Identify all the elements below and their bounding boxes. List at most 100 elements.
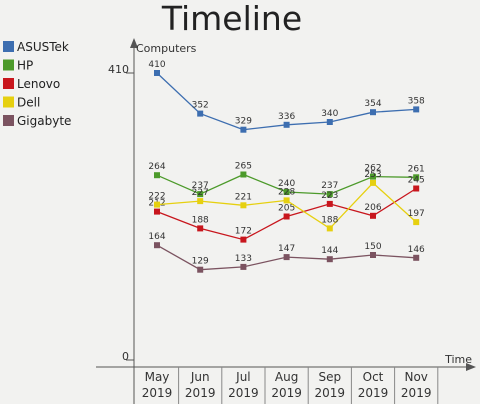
x-tick-label-year: 2019 [185, 386, 216, 400]
data-label-dell: 197 [408, 209, 425, 219]
x-tick-label-month: May [145, 370, 170, 384]
y-tick-label: 410 [108, 63, 129, 76]
data-point-gigabyte [197, 266, 204, 273]
data-point-gigabyte [283, 254, 290, 261]
y-ticks: 0 410 [108, 63, 134, 363]
data-label-hp: 240 [278, 179, 295, 189]
data-label-gigabyte: 150 [364, 242, 381, 252]
data-point-dell [154, 201, 160, 208]
data-point-lenovo [370, 212, 376, 219]
data-label-dell: 227 [192, 188, 209, 198]
y-axis-arrow [130, 38, 138, 48]
x-axis-label: Time [444, 353, 472, 366]
data-point-asustek [240, 126, 247, 133]
data-point-dell [240, 202, 247, 209]
data-label-lenovo: 188 [192, 215, 209, 225]
data-label-asustek: 358 [408, 96, 425, 106]
data-label-dell: 228 [278, 187, 295, 197]
legend-label-lenovo: Lenovo [17, 77, 60, 91]
data-point-dell [413, 219, 420, 226]
x-tick-label-year: 2019 [271, 386, 302, 400]
data-label-asustek: 329 [235, 117, 252, 127]
data-label-lenovo: 172 [235, 227, 252, 237]
data-point-hp [197, 191, 204, 198]
data-label-hp: 264 [148, 162, 165, 172]
data-point-lenovo [283, 213, 290, 220]
data-label-gigabyte: 164 [148, 232, 165, 242]
data-point-dell [283, 197, 290, 204]
data-point-asustek [326, 119, 333, 125]
data-label-dell: 221 [235, 192, 252, 202]
x-tick-label-year: 2019 [228, 386, 259, 400]
data-point-dell [197, 198, 204, 205]
data-point-gigabyte [326, 256, 333, 263]
x-tick-label-month: Aug [275, 370, 298, 384]
legend-swatch-dell [3, 96, 14, 108]
data-label-dell: 222 [148, 192, 165, 202]
data-point-gigabyte [240, 263, 247, 270]
data-label-lenovo: 206 [364, 203, 381, 213]
data-point-lenovo [326, 200, 333, 207]
data-point-asustek [283, 121, 290, 128]
legend-label-asustek: ASUSTek [17, 40, 69, 54]
data-label-hp: 261 [408, 164, 425, 174]
x-categories: May 2019 Jun 2019 Jul 2019 Aug 2019 Sep 2019 Oct 20… [142, 367, 439, 404]
data-label-hp: 262 [364, 164, 381, 174]
data-point-lenovo [240, 236, 247, 243]
data-label-gigabyte: 146 [408, 245, 425, 255]
legend-label-hp: HP [17, 59, 33, 73]
data-label-dell: 188 [321, 215, 338, 225]
x-tick-label-year: 2019 [315, 386, 346, 400]
legend: ASUSTek HP Lenovo Dell Gigabyte [3, 40, 71, 128]
data-point-hp [326, 191, 333, 198]
y-axis-label: Computers [136, 42, 197, 55]
chart-title: Timeline [161, 0, 302, 38]
y-tick-label: 0 [122, 350, 129, 363]
data-label-hp: 237 [192, 181, 209, 191]
data-label-hp: 237 [321, 181, 338, 191]
data-point-lenovo [413, 185, 420, 192]
legend-swatch-hp [3, 59, 14, 71]
data-label-lenovo: 223 [321, 191, 338, 201]
data-point-hp [154, 172, 160, 179]
data-label-hp: 265 [235, 162, 252, 172]
data-label-asustek: 336 [278, 112, 295, 122]
data-point-asustek [154, 70, 160, 76]
data-point-hp [413, 174, 420, 181]
data-point-asustek [197, 110, 204, 117]
x-tick-label-year: 2019 [401, 386, 432, 400]
x-tick-label-month: Jul [235, 370, 250, 384]
x-tick-label-month: Jun [190, 370, 210, 384]
data-label-gigabyte: 147 [278, 244, 295, 254]
data-point-dell [370, 179, 376, 186]
data-point-hp [240, 171, 247, 178]
x-tick-label-month: Nov [404, 370, 427, 384]
data-label-lenovo: 205 [278, 204, 295, 214]
data-point-hp [283, 189, 290, 195]
data-label-gigabyte: 144 [321, 246, 338, 256]
data-point-asustek [413, 106, 420, 113]
data-label-lenovo: 245 [408, 176, 425, 186]
data-label-asustek: 410 [148, 60, 165, 70]
data-point-lenovo [154, 208, 160, 215]
x-tick-label-month: Oct [363, 370, 384, 384]
data-label-dell: 253 [364, 170, 381, 180]
x-tick-label-month: Sep [318, 370, 341, 384]
legend-swatch-asustek [3, 41, 14, 52]
data-point-hp [370, 173, 376, 180]
legend-swatch-lenovo [3, 78, 14, 89]
data-label-gigabyte: 129 [192, 257, 209, 267]
data-point-gigabyte [154, 242, 160, 249]
x-tick-label-year: 2019 [142, 386, 173, 400]
data-label-asustek: 340 [321, 109, 338, 119]
data-point-lenovo [197, 225, 204, 232]
data-label-asustek: 354 [364, 99, 381, 109]
legend-label-gigabyte: Gigabyte [17, 114, 71, 128]
data-point-dell [326, 225, 333, 232]
data-label-gigabyte: 133 [235, 254, 252, 264]
x-tick-label-year: 2019 [358, 386, 389, 400]
legend-label-dell: Dell [17, 96, 40, 110]
data-label-asustek: 352 [192, 101, 209, 111]
